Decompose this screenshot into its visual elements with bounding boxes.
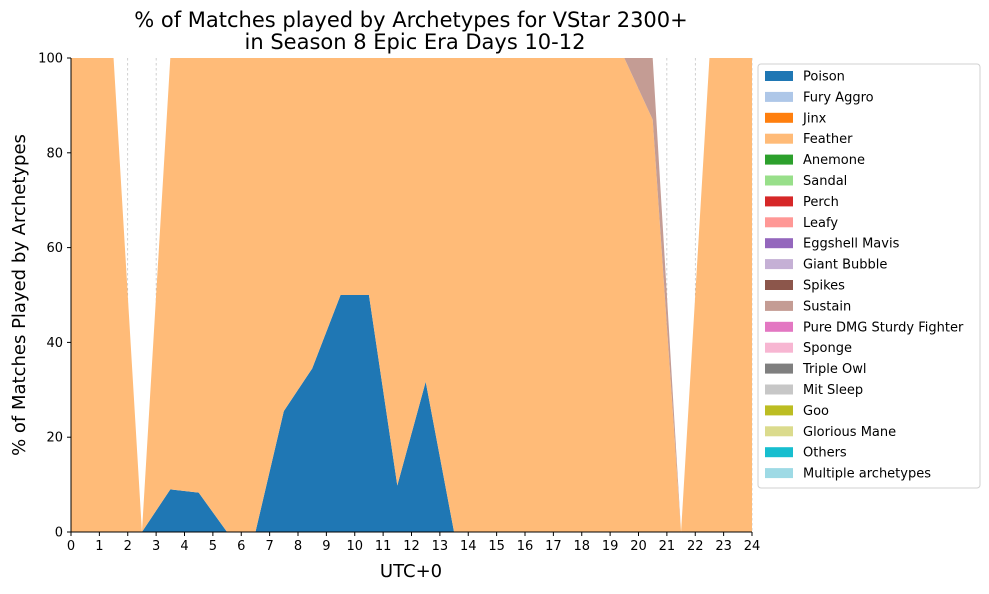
legend-swatch-mit-sleep [765,384,793,395]
x-tick-label-6: 6 [237,539,245,554]
x-tick-label-13: 13 [432,539,449,554]
legend-swatch-eggshell-mavis [765,238,793,249]
x-tick-label-22: 22 [687,539,704,554]
x-tick-label-14: 14 [460,539,477,554]
legend-label-others: Others [803,446,847,461]
legend-label-sponge: Sponge [803,341,852,356]
legend: Poison Fury Aggro Jinx Feather Anemone Sandal… [757,63,981,489]
x-tick-label-11: 11 [375,539,392,554]
legend-swatch-spikes [765,280,793,290]
legend-label-eggshell-mavis: Eggshell Mavis [803,237,900,252]
legend-swatch-sandal [765,175,793,186]
legend-label-pure-dmg-sturdy-fighter: Pure DMG Sturdy Fighter [803,320,964,335]
legend-swatch-multiple-archetypes [765,468,793,479]
y-tick-label-2: 40 [46,336,63,351]
legend-frame [757,63,981,489]
legend-label-giant-bubble: Giant Bubble [803,258,887,273]
x-tick-label-23: 23 [715,539,732,554]
x-tick-label-8: 8 [294,539,302,554]
legend-label-triple-owl: Triple Owl [802,362,866,377]
legend-swatch-giant-bubble [765,259,793,270]
legend-swatch-sponge [765,342,793,353]
legend-label-sustain: Sustain [803,299,851,314]
x-tick-label-20: 20 [630,539,647,554]
x-tick-label-21: 21 [659,539,676,554]
y-axis-label: % of Matches Played by Archetypes [9,134,30,456]
y-tick-label-3: 60 [46,241,63,256]
legend-swatch-triple-owl [765,363,793,374]
x-tick-label-3: 3 [152,539,160,554]
x-tick-labels: 0 1 2 3 4 5 6 7 8 9 10 11 12 13 14 15 16 17 18 19 20 21 22 23 24 [67,532,760,554]
x-tick-label-7: 7 [265,539,273,554]
chart-subtitle: in Season 8 Epic Era Days 10-12 [245,30,586,54]
area-poison [71,295,752,532]
legend-label-leafy: Leafy [803,216,838,231]
legend-swatch-jinx [765,112,793,123]
x-tick-label-2: 2 [124,539,132,554]
x-tick-label-12: 12 [403,539,420,554]
x-tick-label-10: 10 [346,539,363,554]
legend-label-anemone: Anemone [803,153,865,168]
x-tick-label-0: 0 [67,539,75,554]
x-tick-label-5: 5 [209,539,217,554]
x-tick-label-17: 17 [545,539,562,554]
legend-swatch-pure-dmg-sturdy-fighter [765,321,793,332]
y-tick-label-1: 20 [46,431,63,446]
x-tick-label-18: 18 [573,539,590,554]
legend-swatch-feather [765,133,793,144]
legend-label-fury-aggro: Fury Aggro [803,90,874,105]
legend-swatch-fury-aggro [765,91,793,102]
legend-label-jinx: Jinx [802,111,827,126]
legend-swatch-leafy [765,217,793,228]
legend-label-glorious-mane: Glorious Mane [803,425,896,440]
legend-label-feather: Feather [803,132,853,147]
x-tick-label-19: 19 [602,539,619,554]
x-axis-label: UTC+0 [380,561,442,582]
y-tick-label-5: 100 [38,52,63,67]
x-tick-label-1: 1 [95,539,103,554]
legend-label-sandal: Sandal [803,174,847,189]
legend-swatch-poison [765,71,793,81]
x-tick-label-15: 15 [488,539,505,554]
legend-swatch-glorious-mane [765,426,793,437]
y-tick-labels: 0 20 40 60 80 100 [38,52,71,541]
y-tick-label-4: 80 [46,146,63,161]
area-series [71,58,752,532]
x-tick-label-16: 16 [517,539,534,554]
legend-swatch-anemone [765,154,793,165]
legend-label-poison: Poison [803,70,845,85]
legend-label-mit-sleep: Mit Sleep [803,383,863,398]
x-tick-label-24: 24 [744,539,761,554]
legend-label-goo: Goo [803,404,829,419]
chart-title: % of Matches played by Archetypes for VS… [134,8,688,32]
area-feather [71,58,752,532]
legend-swatch-perch [765,196,793,207]
legend-label-multiple-archetypes: Multiple archetypes [803,467,931,482]
legend-label-perch: Perch [803,195,839,210]
legend-swatch-goo [765,405,793,416]
legend-label-spikes: Spikes [803,279,845,294]
legend-swatch-others [765,447,793,458]
x-tick-label-4: 4 [180,539,188,554]
legend-swatch-sustain [765,300,793,311]
y-tick-label-0: 0 [55,526,63,541]
x-tick-label-9: 9 [322,539,330,554]
